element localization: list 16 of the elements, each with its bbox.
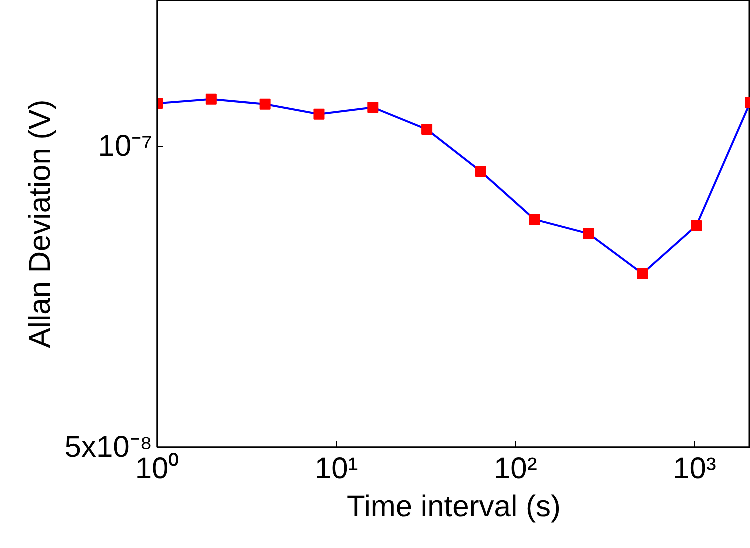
y-axis-title: Allan Deviation (V) [24, 100, 57, 348]
point [206, 94, 217, 105]
point [529, 214, 540, 226]
y-tick-label: 10⁻⁷ [98, 130, 153, 164]
point [314, 108, 325, 120]
x-tick-label: 10² [494, 452, 538, 486]
point [475, 166, 486, 178]
point [368, 102, 379, 114]
point [583, 228, 594, 240]
point [691, 220, 702, 232]
x-tick-label: 10¹ [314, 452, 358, 486]
point [637, 268, 648, 280]
x-tick-label: 10³ [673, 452, 716, 486]
point [260, 98, 271, 110]
point [422, 124, 433, 136]
x-axis-title: Time interval (s) [347, 490, 561, 524]
